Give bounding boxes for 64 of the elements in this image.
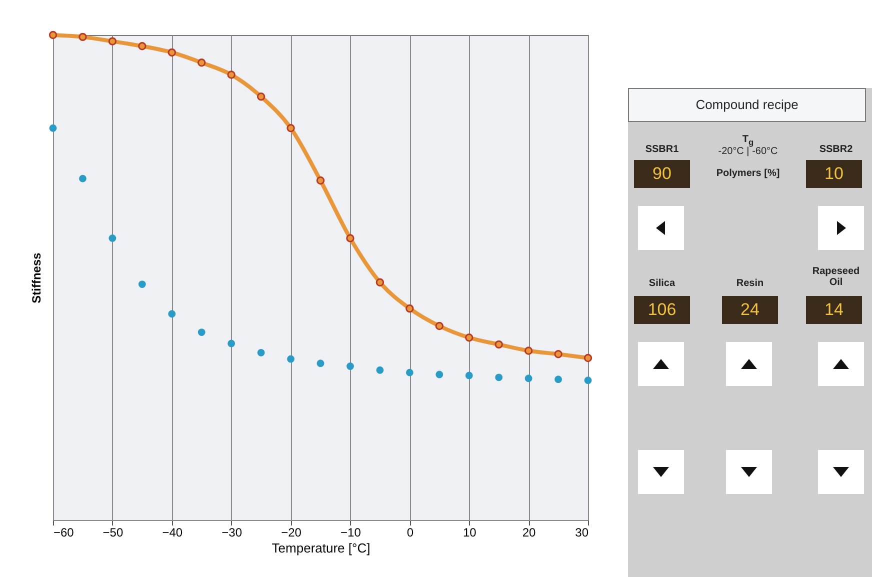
x-tick-label: −30 <box>222 526 242 540</box>
point <box>79 174 86 182</box>
text: 14 <box>806 296 862 324</box>
point <box>524 374 532 382</box>
point <box>465 372 473 380</box>
point <box>406 304 414 313</box>
point <box>48 30 58 40</box>
text: 106 <box>634 296 690 324</box>
text: Polymers [%] <box>715 168 781 179</box>
point <box>376 366 384 374</box>
point <box>168 48 176 57</box>
point <box>406 368 414 376</box>
point <box>198 328 206 336</box>
point <box>168 310 176 318</box>
text: 24 <box>722 296 778 324</box>
point <box>138 42 146 50</box>
point <box>257 348 265 356</box>
point <box>227 70 236 79</box>
point <box>554 350 562 358</box>
x-tick-label: 0 <box>406 526 414 540</box>
point <box>494 340 503 349</box>
point <box>435 322 444 330</box>
point <box>524 346 533 355</box>
point <box>495 374 503 382</box>
text: T$_{g}$ <box>741 134 755 147</box>
point <box>376 278 384 286</box>
text: Compound recipe <box>628 88 866 122</box>
point <box>287 355 294 363</box>
point <box>554 376 562 384</box>
x-tick-label: 30 <box>575 526 589 540</box>
point <box>346 362 354 370</box>
point <box>108 37 117 46</box>
text: Resin <box>735 278 765 289</box>
point <box>49 124 57 132</box>
point <box>198 58 206 67</box>
point <box>316 176 325 185</box>
point <box>286 124 295 132</box>
point <box>108 234 116 242</box>
point <box>316 360 324 368</box>
text: Rapeseed Oil <box>811 266 861 288</box>
x-tick-label: −20 <box>281 526 302 540</box>
text: SSBR2 <box>818 144 854 155</box>
point <box>78 32 87 42</box>
x-tick-label: −50 <box>102 526 124 540</box>
text: 10 <box>806 160 862 188</box>
point <box>584 376 592 384</box>
text: Silica <box>648 278 676 289</box>
point <box>465 334 474 342</box>
x-tick-label: 20 <box>522 526 536 540</box>
point <box>256 92 266 101</box>
x-axis-title: Temperature [°C] <box>272 540 370 556</box>
point <box>228 340 236 348</box>
x-tick-label: 10 <box>462 526 477 540</box>
point <box>138 280 146 288</box>
text: SSBR1 <box>644 144 680 155</box>
y-axis-title: Stiffness <box>30 252 44 304</box>
x-tick-label: −60 <box>54 526 74 540</box>
text: 90 <box>634 160 690 188</box>
x-tick-label: −40 <box>162 526 183 540</box>
x-tick-label: −10 <box>340 526 362 540</box>
point <box>436 370 444 378</box>
text: -20°C | -60°C <box>717 146 779 157</box>
point <box>584 354 592 362</box>
point <box>346 234 354 242</box>
